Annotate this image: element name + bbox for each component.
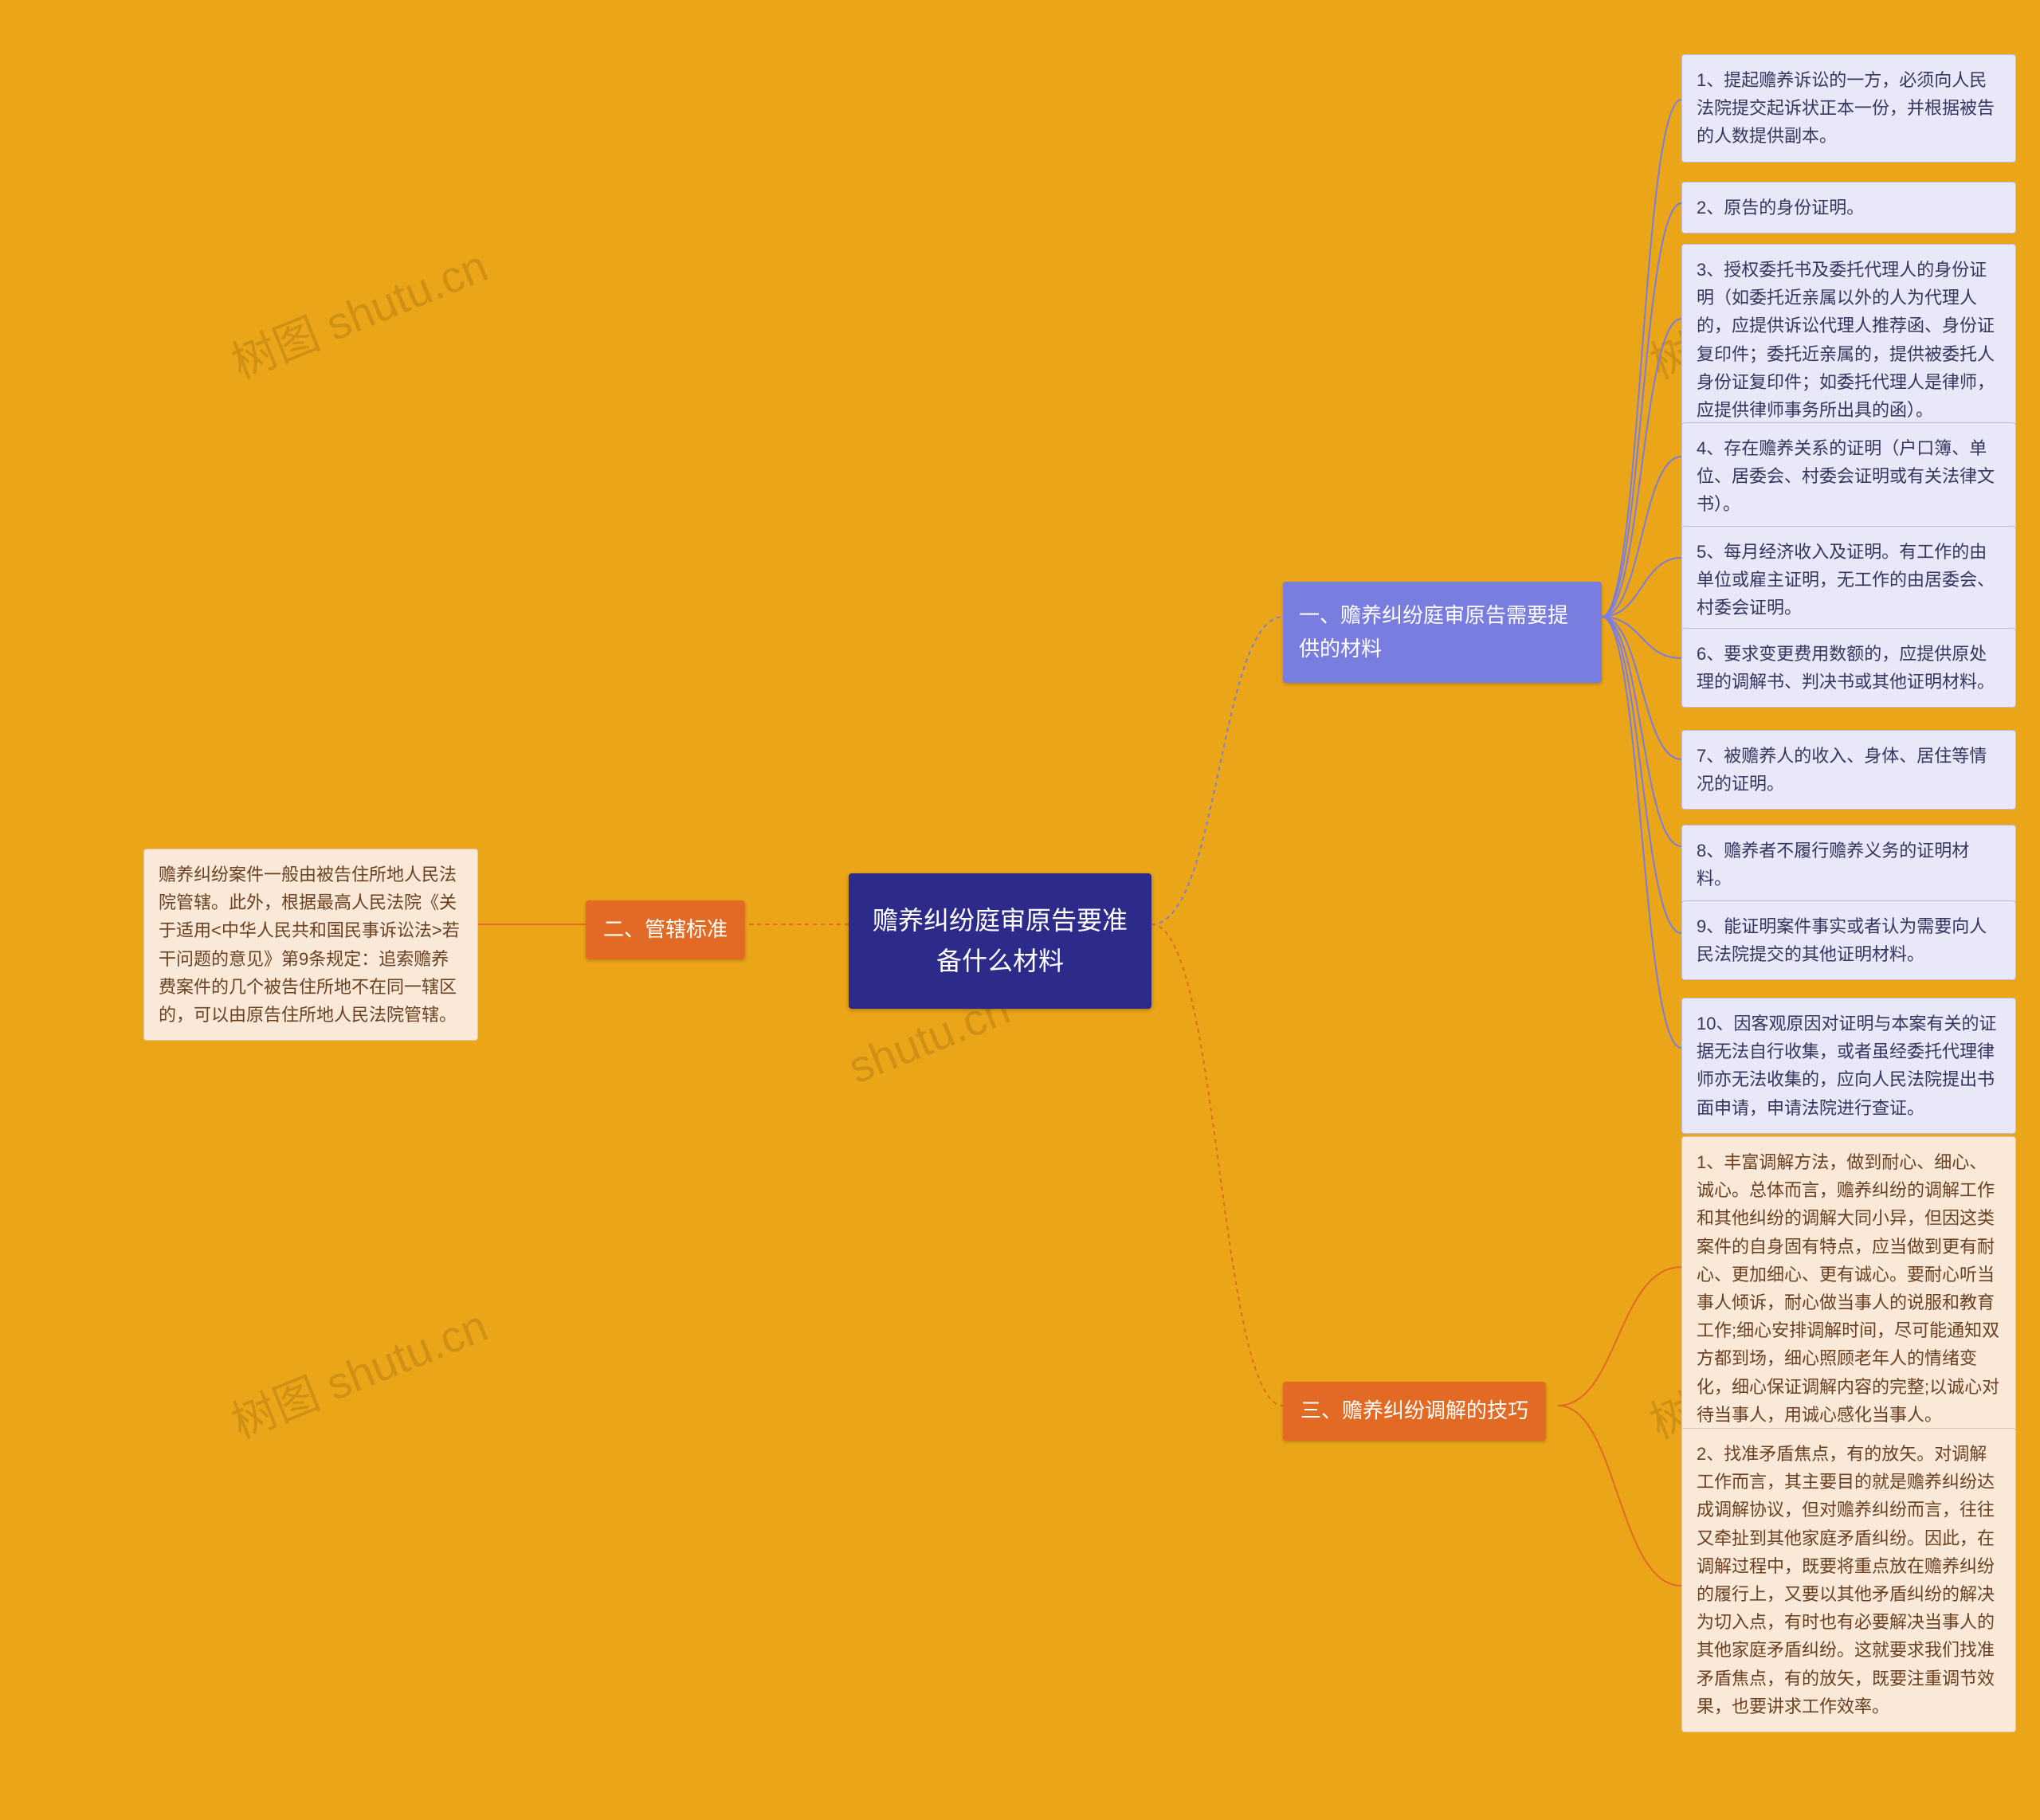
leaf-node: 6、要求变更费用数额的，应提供原处理的调解书、判决书或其他证明材料。 [1681, 628, 2016, 708]
leaf-text: 2、找准矛盾焦点，有的放矢。对调解工作而言，其主要目的就是赡养纠纷达成调解协议，… [1697, 1444, 1995, 1716]
leaf-text: 6、要求变更费用数额的，应提供原处理的调解书、判决书或其他证明材料。 [1697, 644, 1995, 692]
branch3-title: 三、赡养纠纷调解的技巧 [1300, 1398, 1528, 1422]
root-node: 赡养纠纷庭审原告要准备什么材料 [849, 873, 1151, 1009]
leaf-node: 赡养纠纷案件一般由被告住所地人民法院管辖。此外，根据最高人民法院《关于适用<中华… [143, 849, 478, 1041]
leaf-node: 2、原告的身份证明。 [1681, 182, 2016, 233]
leaf-text: 4、存在赡养关系的证明（户口簿、单位、居委会、村委会证明或有关法律文书）。 [1697, 438, 1995, 514]
watermark: 树图 shutu.cn [221, 230, 496, 391]
leaf-node: 10、因客观原因对证明与本案有关的证据无法自行收集，或者虽经委托代理律师亦无法收… [1681, 998, 2016, 1134]
branch1-title: 一、赡养纠纷庭审原告需要提供的材料 [1299, 603, 1568, 661]
leaf-node: 1、提起赡养诉讼的一方，必须向人民法院提交起诉状正本一份，并根据被告的人数提供副… [1681, 54, 2016, 163]
leaf-node: 7、被赡养人的收入、身体、居住等情况的证明。 [1681, 730, 2016, 810]
leaf-node: 1、丰富调解方法，做到耐心、细心、诚心。总体而言，赡养纠纷的调解工作和其他纠纷的… [1681, 1136, 2016, 1441]
leaf-node: 8、赡养者不履行赡养义务的证明材料。 [1681, 825, 2016, 904]
root-text: 赡养纠纷庭审原告要准备什么材料 [873, 906, 1128, 975]
leaf-node: 5、每月经济收入及证明。有工作的由单位或雇主证明，无工作的由居委会、村委会证明。 [1681, 526, 2016, 634]
leaf-text: 10、因客观原因对证明与本案有关的证据无法自行收集，或者虽经委托代理律师亦无法收… [1697, 1014, 1996, 1118]
branch-node-2: 二、管辖标准 [586, 900, 745, 959]
leaf-text: 5、每月经济收入及证明。有工作的由单位或雇主证明，无工作的由居委会、村委会证明。 [1697, 542, 1995, 618]
watermark: 树图 shutu.cn [221, 1290, 496, 1451]
leaf-text: 9、能证明案件事实或者认为需要向人民法院提交的其他证明材料。 [1697, 916, 1987, 964]
leaf-node: 2、找准矛盾焦点，有的放矢。对调解工作而言，其主要目的就是赡养纠纷达成调解协议，… [1681, 1428, 2016, 1732]
leaf-text: 1、丰富调解方法，做到耐心、细心、诚心。总体而言，赡养纠纷的调解工作和其他纠纷的… [1697, 1152, 1999, 1425]
branch2-title: 二、管辖标准 [603, 917, 728, 941]
leaf-node: 3、授权委托书及委托代理人的身份证明（如委托近亲属以外的人为代理人的，应提供诉讼… [1681, 244, 2016, 436]
branch-node-3: 三、赡养纠纷调解的技巧 [1283, 1382, 1546, 1441]
branch-node-1: 一、赡养纠纷庭审原告需要提供的材料 [1283, 582, 1602, 683]
leaf-node: 4、存在赡养关系的证明（户口簿、单位、居委会、村委会证明或有关法律文书）。 [1681, 422, 2016, 531]
leaf-text: 8、赡养者不履行赡养义务的证明材料。 [1697, 841, 1969, 888]
leaf-text: 3、授权委托书及委托代理人的身份证明（如委托近亲属以外的人为代理人的，应提供诉讼… [1697, 260, 1995, 420]
leaf-text: 2、原告的身份证明。 [1697, 198, 1864, 218]
leaf-text: 7、被赡养人的收入、身体、居住等情况的证明。 [1697, 746, 1987, 794]
leaf-node: 9、能证明案件事实或者认为需要向人民法院提交的其他证明材料。 [1681, 900, 2016, 980]
leaf-text: 赡养纠纷案件一般由被告住所地人民法院管辖。此外，根据最高人民法院《关于适用<中华… [159, 865, 460, 1025]
leaf-text: 1、提起赡养诉讼的一方，必须向人民法院提交起诉状正本一份，并根据被告的人数提供副… [1697, 70, 1995, 146]
